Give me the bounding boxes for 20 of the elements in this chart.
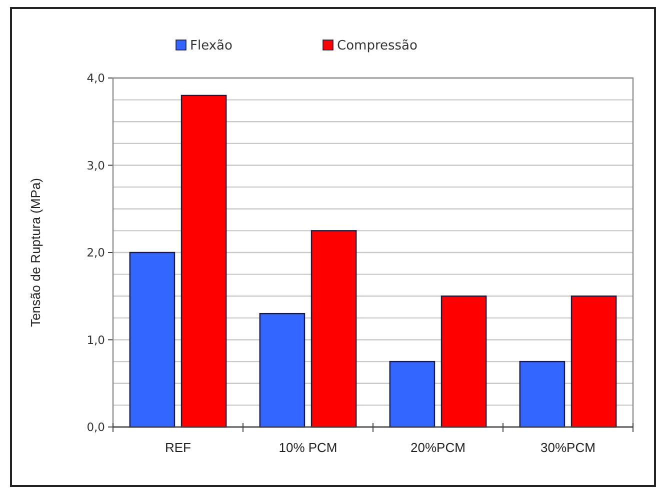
y-axis-title: Tensão de Ruptura (MPa) [28,178,43,327]
x-tick-label: 30%PCM [540,440,596,455]
x-tick-label: 20%PCM [410,440,466,455]
bar [519,360,566,428]
bar [259,312,306,428]
bar [310,230,357,428]
y-tick-label: 2,0 [86,246,105,260]
bar [389,360,436,428]
bar [129,252,176,428]
bar [180,94,227,428]
y-tick-label: 4,0 [86,71,105,86]
x-tick-label: 10% PCM [278,440,338,455]
x-tick-label: REF [165,440,192,455]
y-tick-label: 3,0 [86,158,105,172]
legend-label: Compressão [337,38,418,54]
bar [570,296,617,428]
y-tick-label: 1,0 [86,332,105,347]
bar [440,296,487,428]
y-tick-label: 0,0 [86,420,105,434]
legend-label: Flexão [190,38,233,54]
